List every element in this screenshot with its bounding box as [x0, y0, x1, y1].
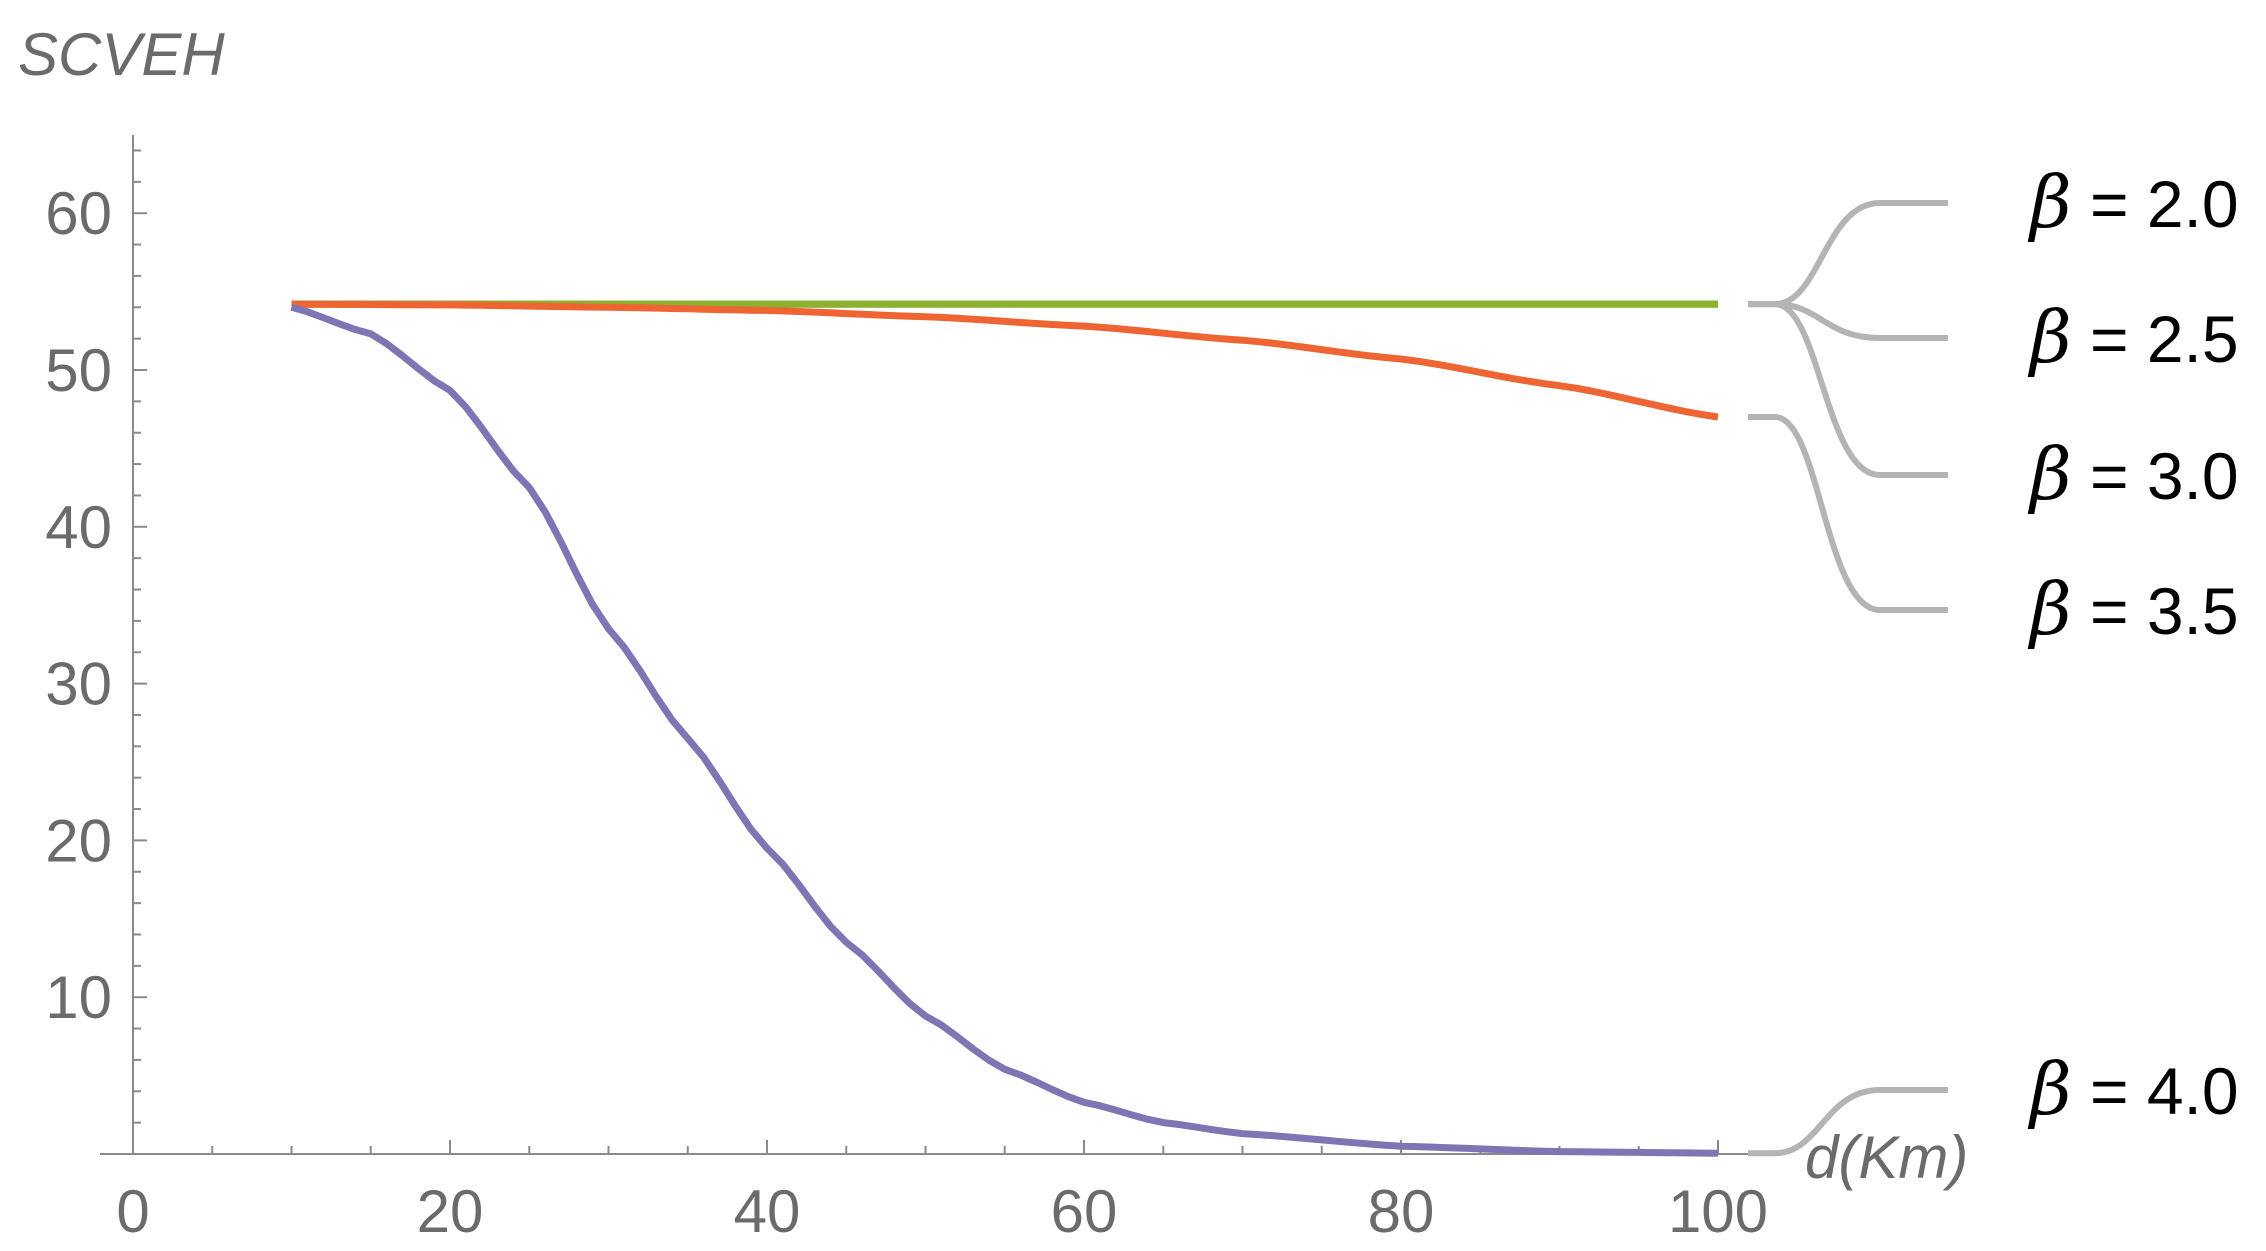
axes: 0 20 40 60 80 100 10 20 30 40 50 60	[45, 135, 1768, 1245]
legend-label: β = 4.0	[2027, 1047, 2239, 1131]
x-tick-label: 100	[1668, 1178, 1768, 1245]
legend-label: β = 2.5	[2027, 295, 2239, 379]
legend-leader-line	[1748, 200, 1948, 308]
y-tick-label: 10	[45, 964, 112, 1031]
series-line	[290, 303, 1719, 1157]
legend-leader-line	[1748, 414, 1948, 613]
legend-leader-line	[1748, 1087, 1948, 1157]
x-axis-title: d(Km)	[1805, 1124, 1968, 1191]
legend-leader-line	[1748, 301, 1948, 341]
y-axis-title: SCVEH	[18, 21, 225, 88]
x-tick-label: 20	[417, 1178, 484, 1245]
legend-label: β = 3.5	[2027, 567, 2239, 651]
x-tick-label: 60	[1051, 1178, 1118, 1245]
series-line	[291, 300, 1719, 421]
legend: β = 2.0 β = 2.5 β = 3.0 β = 3.5 β = 4.0	[1748, 160, 2239, 1157]
x-axis-variable: d	[1805, 1124, 1840, 1191]
x-axis-unit: (Km)	[1838, 1124, 1968, 1191]
legend-label: β = 2.0	[2027, 160, 2239, 244]
x-tick-label: 0	[116, 1178, 149, 1245]
legend-leader-line	[1748, 301, 1948, 478]
x-tick-label: 40	[734, 1178, 801, 1245]
y-tick-label: 50	[45, 337, 112, 404]
series-group	[290, 300, 1719, 1157]
y-tick-label: 40	[45, 494, 112, 561]
legend-label: β = 3.0	[2027, 432, 2239, 516]
x-tick-label: 80	[1368, 1178, 1435, 1245]
y-tick-label: 30	[45, 651, 112, 718]
y-tick-label: 60	[45, 180, 112, 247]
y-tick-label: 20	[45, 807, 112, 874]
